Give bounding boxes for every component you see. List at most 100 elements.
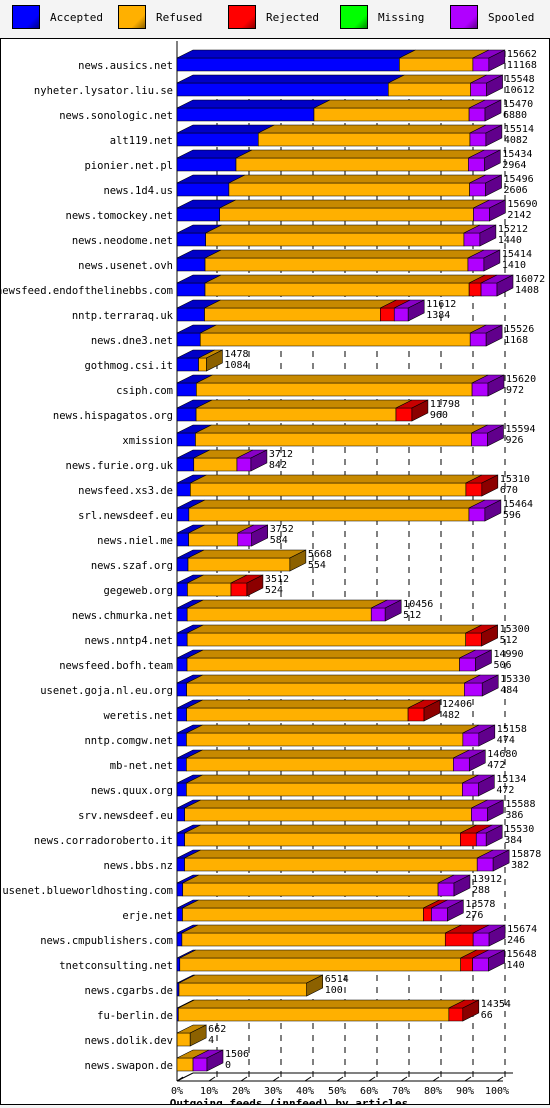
accepted-bar <box>176 957 181 972</box>
category-label: news.hispagatos.org <box>53 410 173 422</box>
accepted-value-label: 1410 <box>502 260 526 271</box>
refused-bar-top <box>181 924 462 934</box>
refused-bar-top <box>184 824 477 834</box>
offered-value-label: 3752 <box>270 524 294 535</box>
accepted-bar <box>176 507 190 522</box>
refused-bar <box>187 582 232 597</box>
accepted-value-label: 842 <box>269 460 287 471</box>
offered-value-label: 15548 <box>505 74 535 85</box>
spooled-bar <box>480 282 498 297</box>
category-label: weretis.net <box>103 710 173 722</box>
refused-bar <box>204 307 381 322</box>
bar-side <box>487 374 505 397</box>
category-label: tnetconsulting.net <box>59 960 173 972</box>
accepted-value-label: 4082 <box>504 135 528 146</box>
accepted-value-label: 2964 <box>502 160 526 171</box>
bar-side <box>206 1049 224 1072</box>
spooled-bar <box>437 882 455 897</box>
accepted-bar-top <box>176 99 331 109</box>
refused-bar-top <box>204 249 485 259</box>
bar-side <box>475 649 492 672</box>
accepted-value-label: 6880 <box>503 110 527 121</box>
offered-value-label: 15414 <box>502 249 532 260</box>
refused-bar-top <box>184 849 494 859</box>
bar-side <box>478 774 495 797</box>
accepted-bar <box>176 207 220 222</box>
x-tick-label: 20% <box>232 1086 250 1097</box>
spooled-bar <box>472 57 490 72</box>
accepted-bar <box>176 107 315 122</box>
bar-side <box>481 474 499 497</box>
legend-swatch-accepted <box>12 5 40 29</box>
category-label: srv.newsdeef.eu <box>78 810 173 822</box>
offered-value-label: 11612 <box>426 299 456 310</box>
refused-bar <box>399 57 474 72</box>
accepted-bar <box>176 782 187 797</box>
bar-side <box>489 199 506 222</box>
x-tick-label: 80% <box>424 1086 442 1097</box>
bar-side <box>484 499 502 522</box>
bar-side <box>250 449 268 472</box>
accepted-value-label: 2606 <box>504 185 528 196</box>
accepted-value-label: 484 <box>500 685 518 696</box>
offered-value-label: 14990 <box>493 649 523 660</box>
accepted-bar <box>176 907 183 922</box>
accepted-value-label: 1440 <box>498 235 522 246</box>
category-label: news.usenet.ovh <box>78 260 173 272</box>
refused-bar <box>204 257 469 272</box>
accepted-value-label: 512 <box>403 610 421 621</box>
spooled-bar <box>462 782 479 797</box>
accepted-value-label: 972 <box>506 385 524 396</box>
offered-value-label: 14354 <box>481 999 511 1010</box>
accepted-bar <box>176 57 400 72</box>
bar-side <box>384 599 402 622</box>
refused-bar-top <box>182 874 455 884</box>
spooled-bar <box>473 207 490 222</box>
refused-bar <box>187 557 291 572</box>
x-axis-label: Outgoing feeds (innfeed) by articles <box>170 1097 408 1104</box>
rejected-bar <box>444 932 474 947</box>
refused-bar <box>196 382 473 397</box>
x-tick <box>432 1076 440 1082</box>
refused-bar <box>178 1007 450 1022</box>
category-label: alt119.net <box>110 135 173 147</box>
category-label: news.corradoroberto.it <box>34 835 173 847</box>
accepted-bar <box>176 832 185 847</box>
legend-item-missing: Missing <box>340 4 424 30</box>
rejected-bar <box>465 632 482 647</box>
accepted-value-label: 386 <box>505 810 523 821</box>
accepted-bar <box>176 557 189 572</box>
category-label: news.swapon.de <box>84 1060 173 1072</box>
refused-bar-top <box>313 99 486 109</box>
category-label: news.tomockey.net <box>66 210 173 222</box>
refused-bar-top <box>190 474 483 484</box>
refused-bar <box>235 157 469 172</box>
category-label: news.neodome.net <box>72 235 173 247</box>
rejected-bar <box>407 707 425 722</box>
accepted-bar <box>176 707 187 722</box>
refused-bar <box>195 432 472 447</box>
x-tick-label: 50% <box>328 1086 346 1097</box>
spooled-bar <box>192 1057 208 1072</box>
x-tick <box>400 1076 408 1082</box>
spooled-bar <box>237 532 253 547</box>
spooled-bar <box>431 907 448 922</box>
bar-side <box>488 49 506 72</box>
accepted-bar <box>176 532 189 547</box>
rejected-bar <box>423 907 432 922</box>
rejected-bar <box>380 307 395 322</box>
spooled-bar <box>393 307 409 322</box>
refused-bar <box>186 657 460 672</box>
refused-bar <box>184 832 461 847</box>
legend-item-accepted: Accepted <box>12 4 103 30</box>
refused-bar-top <box>186 649 476 659</box>
